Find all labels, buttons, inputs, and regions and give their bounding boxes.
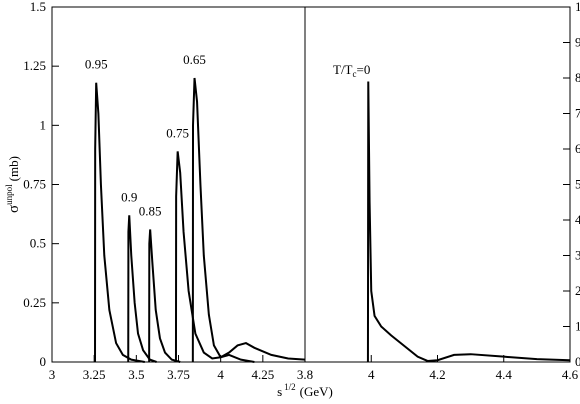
x-tick-label: 3.5 [128,367,144,382]
series-line [174,151,255,363]
y-axis-label: σunpol (mb) [4,156,22,213]
y-tick-label: 8 [575,70,580,85]
x-tick-label: 3.25 [83,367,106,382]
y-tick-label: 0 [40,354,47,369]
annotation: T/Tc=0 [333,62,370,79]
series-label: 0.65 [183,52,206,67]
y-tick-label: 6 [575,141,580,156]
y-tick-label: 7 [575,106,580,121]
x-tick-label: 4.2 [429,367,445,382]
series-label: 0.75 [166,125,189,140]
x-label-symbol: s [277,384,282,399]
y-tick-label: 9 [575,35,580,50]
x-label-unit: (GeV) [300,384,333,399]
y-tick-label: 1 [575,319,580,334]
x-tick-label: 3.8 [297,367,313,382]
x-axis-label: s 1/2 (GeV) [277,382,333,399]
y-tick-label: 0.75 [23,177,46,192]
y-label-unit: (mb) [6,156,21,181]
series-label: 0.85 [139,203,162,218]
y-tick-label: 0.5 [30,236,46,251]
x-label-sup: 1/2 [284,382,296,392]
series-line [366,81,571,363]
series-line [148,229,181,363]
y-tick-label: 4 [575,212,580,227]
y-tick-label: 1.25 [23,58,46,73]
annotation-sub: c [353,69,357,79]
y-label-sup: unpol [4,184,14,205]
x-tick-label: 4 [217,367,224,382]
plot-frame [304,6,571,363]
y-tick-label: 5 [575,177,580,192]
x-tick-label: 4.6 [562,367,579,382]
x-tick-label: 4.25 [251,367,274,382]
y-tick-label: 1.5 [30,0,46,14]
y-tick-label: 0.25 [23,295,46,310]
series-line [94,82,145,363]
x-tick-label: 4 [368,367,375,382]
series-label: 0.9 [121,189,137,204]
x-tick-label: 3 [49,367,56,382]
series-line [127,215,157,363]
y-tick-label: 0 [575,354,580,369]
y-tick-label: 1 [40,117,47,132]
y-tick-label: 10 [575,0,580,14]
y-tick-label: 3 [575,248,580,263]
x-tick-label: 3.75 [167,367,190,382]
series-label: 0.95 [85,57,108,72]
y-label-symbol: σ [6,205,22,213]
y-tick-label: 2 [575,283,580,298]
annotation-rest: =0 [357,62,371,77]
series-line [191,77,306,363]
x-tick-label: 4.4 [496,367,513,382]
annotation-main: T/T [333,62,353,77]
